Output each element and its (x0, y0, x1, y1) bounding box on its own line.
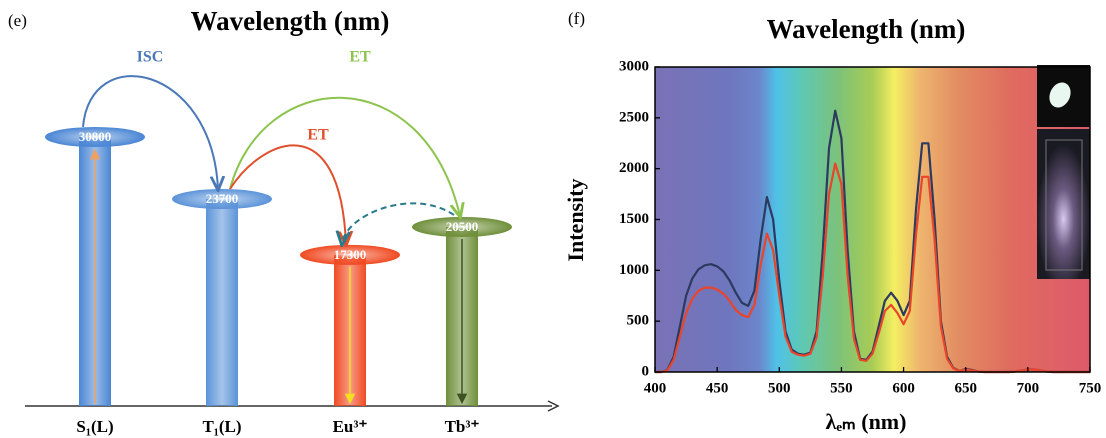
x-tick-label: 600 (892, 380, 915, 396)
x-tick-label: 750 (1079, 380, 1102, 396)
spectrum-background (655, 67, 1090, 372)
x-axis-label: λₑₘ (nm) (826, 409, 907, 434)
y-tick-label: 2500 (619, 109, 649, 125)
y-tick-label: 1500 (619, 211, 649, 227)
y-tick-label: 3000 (619, 58, 649, 74)
level-bar (206, 199, 238, 406)
level-label: 20500 (446, 219, 479, 234)
y-axis-label: Intensity (563, 178, 588, 261)
panel-title: Wavelength (nm) (767, 14, 966, 44)
x-tick-label: 450 (706, 380, 729, 396)
annotation: ISC (137, 49, 164, 66)
x-tick-label: 700 (1017, 380, 1040, 396)
panel-label: (f) (568, 9, 585, 28)
category-label: Tb³⁺ (445, 417, 480, 436)
level-label: 17300 (334, 247, 367, 262)
x-tick-label: 400 (644, 380, 667, 396)
y-tick-label: 0 (642, 363, 650, 379)
annotation: ET (349, 49, 371, 66)
panel-e: (e) Wavelength (nm) 30800 S₁(L) 23700 T₁(L)… (8, 6, 558, 436)
x-tick-label: 650 (954, 380, 977, 396)
panel-title: Wavelength (nm) (191, 6, 390, 36)
category-label: Eu³⁺ (333, 417, 368, 436)
category-label: S₁(L) (76, 417, 113, 436)
panel-label: (e) (8, 11, 27, 30)
x-tick-label: 500 (768, 380, 791, 396)
level-label: 30800 (79, 129, 112, 144)
y-tick-label: 1000 (619, 262, 649, 278)
x-tick-label: 550 (830, 380, 853, 396)
panel-f: 400 450 500 550 600 650 700 750 0 500 1000 1500 2000… (563, 9, 1101, 434)
annotation: ET (307, 127, 329, 144)
figure: (e) Wavelength (nm) 30800 S₁(L) 23700 T₁(L)… (0, 0, 1106, 438)
y-tick-label: 2000 (619, 160, 649, 176)
category-label: T₁(L) (202, 417, 241, 436)
level-label: 23700 (206, 191, 239, 206)
y-tick-label: 500 (627, 313, 650, 329)
